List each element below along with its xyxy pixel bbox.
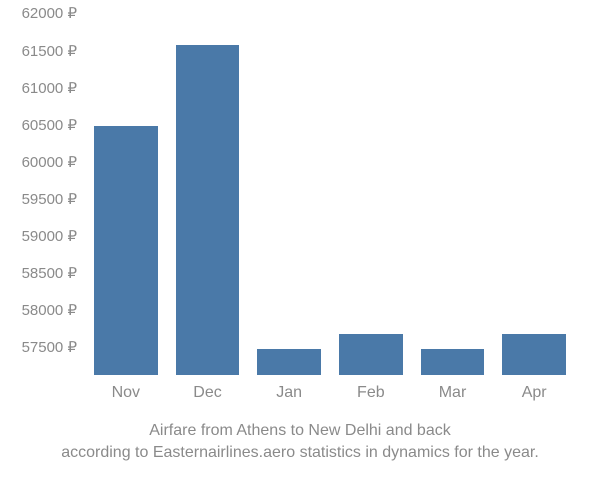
caption-line-1: Airfare from Athens to New Delhi and bac…: [149, 422, 450, 439]
x-tick-label: Jan: [276, 384, 302, 402]
bar: [176, 45, 240, 375]
y-tick-label: 59000 ₽: [22, 227, 77, 245]
airfare-chart: 57500 ₽ 58000 ₽ 58500 ₽ 59000 ₽ 59500 ₽ 60000…: [0, 0, 600, 500]
y-tick-label: 57500 ₽: [22, 338, 77, 356]
x-axis: Nov Dec Jan Feb Mar Apr: [85, 380, 575, 405]
chart-caption: Airfare from Athens to New Delhi and bac…: [0, 420, 600, 465]
y-tick-label: 58500 ₽: [22, 264, 77, 282]
y-tick-label: 62000 ₽: [22, 4, 77, 22]
bar: [502, 334, 566, 375]
x-tick-label: Feb: [357, 384, 385, 402]
x-tick-label: Dec: [193, 384, 221, 402]
bar: [94, 126, 158, 375]
bar: [257, 349, 321, 375]
y-tick-label: 60500 ₽: [22, 116, 77, 134]
x-tick-label: Nov: [112, 384, 140, 402]
y-tick-label: 61500 ₽: [22, 42, 77, 60]
x-tick-label: Mar: [439, 384, 467, 402]
plot-area: [85, 15, 575, 375]
bar: [421, 349, 485, 375]
y-tick-label: 59500 ₽: [22, 190, 77, 208]
x-tick-label: Apr: [522, 384, 547, 402]
y-axis: 57500 ₽ 58000 ₽ 58500 ₽ 59000 ₽ 59500 ₽ 60000…: [0, 15, 85, 375]
y-tick-label: 61000 ₽: [22, 79, 77, 97]
bar: [339, 334, 403, 375]
y-tick-label: 60000 ₽: [22, 153, 77, 171]
caption-line-2: according to Easternairlines.aero statis…: [61, 444, 539, 461]
y-tick-label: 58000 ₽: [22, 301, 77, 319]
